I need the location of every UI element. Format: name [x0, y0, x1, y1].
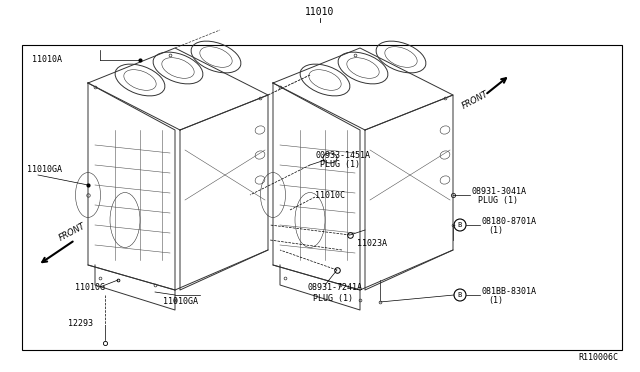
Text: 11010: 11010 [305, 7, 335, 17]
Text: B: B [458, 292, 462, 298]
Text: 12293: 12293 [68, 318, 93, 327]
Text: 08180-8701A: 08180-8701A [482, 217, 537, 225]
Text: 08931-3041A: 08931-3041A [472, 186, 527, 196]
Text: 11023A: 11023A [357, 238, 387, 247]
Bar [22, 45, 622, 350]
Text: PLUG (1): PLUG (1) [478, 196, 518, 205]
Text: (1): (1) [488, 296, 503, 305]
Text: 11010GA: 11010GA [27, 166, 62, 174]
Text: 00933-1451A: 00933-1451A [315, 151, 370, 160]
Text: 11010A: 11010A [32, 55, 62, 64]
Text: PLUG (1): PLUG (1) [313, 294, 353, 302]
Text: FRONT: FRONT [57, 221, 87, 243]
Text: 11010GA: 11010GA [163, 298, 198, 307]
Text: B: B [458, 222, 462, 228]
Text: 11010C: 11010C [315, 190, 345, 199]
Text: FRONT: FRONT [460, 89, 490, 111]
Text: R110006C: R110006C [578, 353, 618, 362]
Text: 11010G: 11010G [75, 283, 105, 292]
Text: PLUG (1): PLUG (1) [320, 160, 360, 170]
Text: 081BB-8301A: 081BB-8301A [482, 286, 537, 295]
Text: 08931-7241A: 08931-7241A [308, 283, 363, 292]
Text: (1): (1) [488, 227, 503, 235]
